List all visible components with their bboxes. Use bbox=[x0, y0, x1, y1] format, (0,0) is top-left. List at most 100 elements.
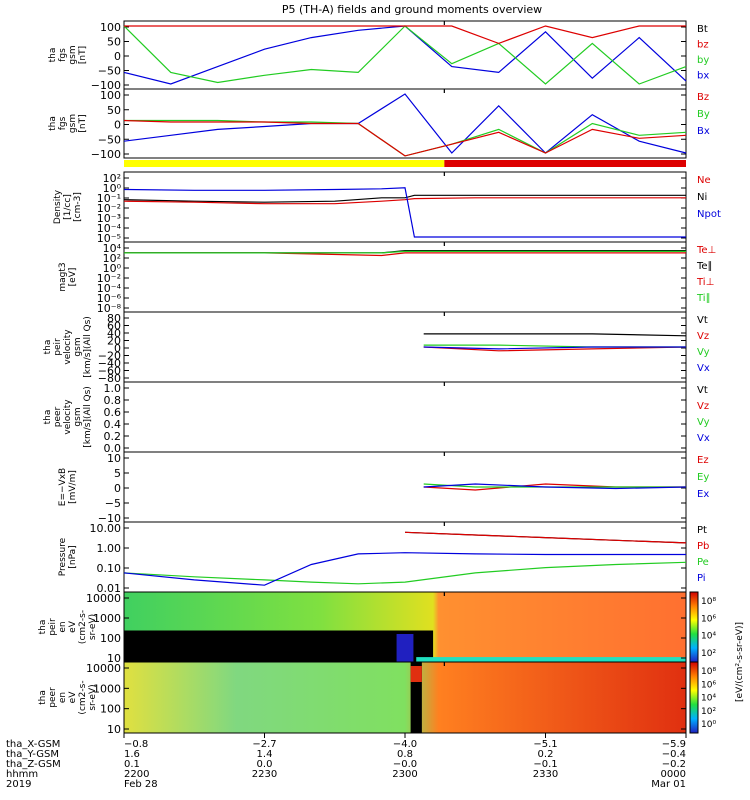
ylabel-line: peir bbox=[48, 618, 58, 636]
legend-entry: Pe bbox=[697, 557, 709, 568]
legend-entry: Vt bbox=[697, 315, 708, 326]
bottom-value-z: −0.2 bbox=[662, 759, 686, 770]
bottom-value-z: −0.1 bbox=[533, 759, 557, 770]
bottom-value-y: 0.2 bbox=[538, 749, 554, 760]
panel-fgs-gsm-2: 100 50 0−50 −100 bbox=[91, 88, 687, 161]
legend-entry: Vt bbox=[697, 385, 708, 396]
panel-frame bbox=[123, 88, 687, 159]
y-tick-label: 0.0 bbox=[104, 442, 122, 455]
bottom-value-y: −0.4 bbox=[662, 749, 686, 760]
y-tick-label: 10⁻³ bbox=[97, 212, 121, 225]
legend-entry: Ti⊥ bbox=[696, 277, 714, 288]
ylabel-line: [eV] bbox=[68, 268, 78, 287]
ylabel-line: sr-eV) bbox=[88, 614, 98, 640]
colorbar-tick-label: 10⁰ bbox=[701, 720, 716, 730]
y-tick-label: 0 bbox=[114, 119, 121, 132]
series-line-Pb bbox=[404, 531, 687, 544]
ylabel-line: velocity bbox=[63, 329, 73, 365]
ylabel-line: [1/cc] bbox=[63, 194, 73, 220]
series-line-Npot bbox=[123, 187, 686, 238]
ylabel-line: (cm2-s- bbox=[78, 680, 88, 714]
legend-entry: Bz bbox=[697, 92, 709, 103]
series-line-Ni bbox=[123, 194, 686, 203]
ylabel-line: peir bbox=[53, 338, 63, 356]
legend-entry: Bx bbox=[697, 126, 710, 137]
y-tick-label: 0.6 bbox=[104, 406, 122, 419]
y-tick-label: 50 bbox=[107, 36, 121, 49]
ylabel-line: velocity bbox=[63, 399, 73, 435]
bottom-value-hhmm: 0000 bbox=[661, 769, 686, 780]
bottom-axis: tha_X-GSMtha_Y-GSMtha_Z-GSMhhmm2019−0.81… bbox=[6, 733, 687, 790]
y-tick-label: 10 bbox=[107, 723, 121, 736]
series-line-Bz bbox=[123, 119, 687, 157]
bottom-row-label: hhmm bbox=[6, 769, 38, 780]
bottom-value-x: −5.1 bbox=[533, 739, 557, 750]
legend-entry: Pt bbox=[697, 525, 707, 536]
panel-ylabel: thapeireneV(cm2-s-sr-eV) bbox=[38, 610, 98, 644]
ylabel-line: [nT] bbox=[78, 46, 88, 64]
series-line-By bbox=[124, 119, 687, 157]
panel-labels: thafgsgsm[nT]Btbzbybxthafgsgsm[nT]BzByBx… bbox=[38, 24, 721, 715]
colorbars: 10⁸ 10⁶ 10⁴ 10² 10⁸ 10⁶ 10⁴ 10² 10⁰ [eV/(cm²-s-sr… bbox=[689, 591, 745, 734]
y-tick-label: 100 bbox=[100, 89, 121, 102]
bottom-row-label: tha_Z-GSM bbox=[6, 759, 61, 770]
y-tick-label: 10⁻⁸ bbox=[97, 302, 122, 315]
ylabel-line: sr-eV) bbox=[88, 684, 98, 710]
ylabel-line: gsm bbox=[68, 114, 78, 133]
y-tick-label: 40 bbox=[107, 327, 121, 340]
legend-entry: Ti∥ bbox=[696, 293, 711, 304]
legend-entry: Bt bbox=[697, 24, 708, 35]
y-tick-label: 0.2 bbox=[104, 430, 122, 443]
bottom-value-x: −0.8 bbox=[124, 739, 148, 750]
y-tick-label: −40 bbox=[98, 357, 121, 370]
panel-peer-velocity: 1.00.80.60.40.20.0 bbox=[104, 381, 687, 455]
ylabel-line: eV bbox=[68, 691, 78, 704]
colorbar-label: [eV/(cm²-s-sr-eV)] bbox=[735, 622, 745, 702]
y-tick-label: −20 bbox=[98, 350, 121, 363]
y-tick-label: 0 bbox=[114, 342, 121, 355]
ylabel-line: tha bbox=[48, 116, 58, 131]
y-tick-label: −5 bbox=[105, 497, 121, 510]
bottom-value-hhmm: 2300 bbox=[392, 769, 417, 780]
spectrogram-band bbox=[410, 666, 422, 682]
ylabel-line: tha bbox=[48, 48, 58, 63]
panel-ylabel: E=−VxB[mV/m] bbox=[58, 468, 78, 506]
ylabel-line: [mV/m] bbox=[68, 470, 78, 504]
series-line-Pi bbox=[123, 552, 686, 586]
y-tick-label: 5 bbox=[114, 467, 121, 480]
series-line-Ne bbox=[123, 197, 686, 205]
bottom-value-date: Feb 28 bbox=[124, 779, 158, 790]
bottom-value-z: 0.0 bbox=[257, 759, 273, 770]
y-tick-label: −60 bbox=[98, 365, 121, 378]
series-line-Ti∥ bbox=[124, 250, 686, 254]
legend-entry: Pb bbox=[697, 541, 709, 552]
ylabel-line: [km/s](All Qs) bbox=[83, 316, 93, 378]
ylabel-line: fgs bbox=[58, 48, 68, 62]
ylabel-line: magt3 bbox=[58, 262, 68, 291]
ylabel-line: eV bbox=[68, 620, 78, 633]
legend-entry: Ne bbox=[697, 175, 711, 186]
y-tick-label: 10⁰ bbox=[103, 182, 122, 195]
series-line-bz bbox=[124, 25, 686, 45]
ylabel-line: tha bbox=[38, 620, 48, 635]
legend-entry: By bbox=[697, 109, 710, 120]
y-tick-label: 20 bbox=[107, 335, 121, 348]
bottom-value-z: 0.1 bbox=[124, 759, 140, 770]
y-tick-label: 10 bbox=[107, 652, 121, 665]
y-tick-label: 10 bbox=[107, 452, 121, 465]
bottom-row-label: 2019 bbox=[6, 779, 31, 790]
chart-marks bbox=[123, 25, 687, 586]
bottom-value-y: 1.4 bbox=[257, 749, 273, 760]
y-tick-label: 1000 bbox=[93, 682, 121, 695]
y-tick-label: −100 bbox=[91, 79, 121, 92]
legend-entry: bz bbox=[697, 40, 709, 51]
bottom-value-date: Mar 01 bbox=[651, 779, 686, 790]
y-tick-label: 10² bbox=[103, 252, 121, 265]
y-tick-label: 0.10 bbox=[97, 562, 122, 575]
y-tick-label: 10⁰ bbox=[103, 262, 122, 275]
y-tick-label: 10000 bbox=[86, 592, 121, 605]
ylabel-line: peer bbox=[48, 687, 58, 708]
ylabel-line: [nPa] bbox=[68, 545, 78, 568]
panel-peer-spectrogram: 10000 1000 100 10 bbox=[86, 661, 687, 736]
